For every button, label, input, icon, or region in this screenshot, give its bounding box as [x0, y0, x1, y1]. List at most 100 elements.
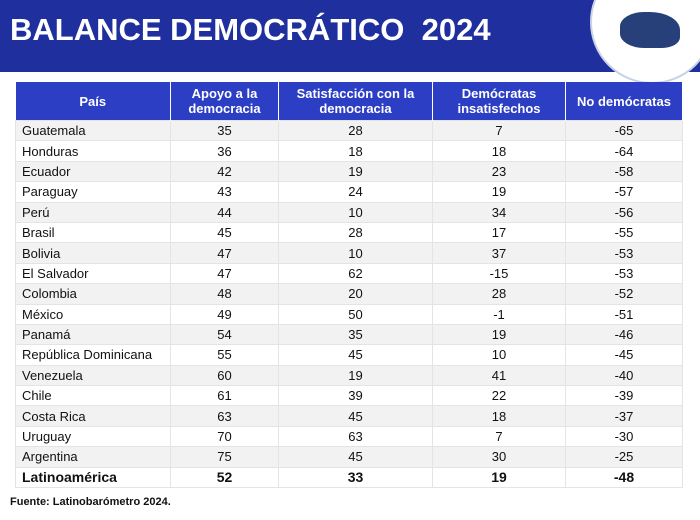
title: BALANCE DEMOCRÁTICO 2024 [10, 12, 491, 47]
value-cell: 35 [170, 119, 279, 142]
table-row: Colombia 48 20 28 -52 [15, 283, 683, 305]
value-cell: -30 [565, 425, 683, 448]
value-cell: 37 [432, 242, 566, 264]
table-row: Costa Rica 63 45 18 -37 [15, 405, 683, 427]
country-cell: Colombia [15, 283, 171, 305]
value-cell: -65 [565, 119, 683, 142]
data-table: País Apoyo a la democracia Satisfacción co… [15, 82, 683, 489]
country-cell: Brasil [15, 221, 171, 244]
logo-map [620, 12, 680, 48]
value-cell: 10 [278, 201, 433, 223]
table-body: Guatemala 35 28 7 -65 Honduras 36 18 18 -64 Ecuado… [15, 119, 683, 489]
country-cell: Guatemala [15, 119, 171, 142]
value-cell: 18 [278, 140, 433, 162]
value-cell: 48 [170, 283, 279, 305]
value-cell: -52 [565, 283, 683, 305]
value-cell: 44 [170, 201, 279, 223]
value-cell: 43 [170, 181, 279, 203]
value-cell: 7 [432, 119, 566, 142]
value-cell: 10 [278, 242, 433, 264]
value-cell: 19 [432, 323, 566, 346]
table-row: Latinoamérica 52 33 19 -48 [15, 466, 683, 489]
column-header: Satisfacción con la democracia [278, 82, 433, 121]
value-cell: 28 [278, 119, 433, 142]
value-cell: 63 [278, 425, 433, 448]
table-row: México 49 50 -1 -51 [15, 303, 683, 325]
value-cell: 45 [278, 405, 433, 427]
value-cell: 28 [278, 221, 433, 244]
value-cell: 19 [432, 466, 566, 489]
value-cell: 20 [278, 283, 433, 305]
value-cell: 35 [278, 323, 433, 346]
value-cell: -53 [565, 262, 683, 285]
value-cell: 61 [170, 385, 279, 407]
value-cell: 10 [432, 344, 566, 366]
column-header: Demócratas insatisfechos [432, 82, 566, 121]
value-cell: -15 [432, 262, 566, 285]
table-row: Guatemala 35 28 7 -65 [15, 119, 683, 142]
country-cell: República Dominicana [15, 344, 171, 366]
value-cell: 30 [432, 446, 566, 468]
value-cell: -48 [565, 466, 683, 489]
country-cell: El Salvador [15, 262, 171, 285]
value-cell: 50 [278, 303, 433, 325]
country-cell: Venezuela [15, 364, 171, 387]
value-cell: -57 [565, 181, 683, 203]
value-cell: 62 [278, 262, 433, 285]
value-cell: 24 [278, 181, 433, 203]
value-cell: 22 [432, 385, 566, 407]
value-cell: 18 [432, 140, 566, 162]
value-cell: -39 [565, 385, 683, 407]
country-cell: México [15, 303, 171, 325]
source-note: Fuente: Latinobarómetro 2024. [10, 496, 171, 508]
value-cell: 45 [170, 221, 279, 244]
value-cell: 45 [278, 344, 433, 366]
table-row: Bolivia 47 10 37 -53 [15, 242, 683, 264]
table-row: El Salvador 47 62 -15 -53 [15, 262, 683, 285]
table-row: Venezuela 60 19 41 -40 [15, 364, 683, 387]
table-row: Chile 61 39 22 -39 [15, 385, 683, 407]
country-cell: Ecuador [15, 160, 171, 183]
value-cell: 19 [278, 160, 433, 183]
value-cell: 54 [170, 323, 279, 346]
value-cell: 33 [278, 466, 433, 489]
value-cell: -53 [565, 242, 683, 264]
value-cell: -46 [565, 323, 683, 346]
value-cell: -25 [565, 446, 683, 468]
value-cell: 36 [170, 140, 279, 162]
value-cell: 41 [432, 364, 566, 387]
value-cell: 52 [170, 466, 279, 489]
value-cell: 19 [432, 181, 566, 203]
country-cell: Chile [15, 385, 171, 407]
value-cell: -51 [565, 303, 683, 325]
table-row: Brasil 45 28 17 -55 [15, 221, 683, 244]
value-cell: 34 [432, 201, 566, 223]
country-cell: Costa Rica [15, 405, 171, 427]
table-row: República Dominicana 55 45 10 -45 [15, 344, 683, 366]
column-header: País [15, 82, 171, 121]
table-row: Panamá 54 35 19 -46 [15, 323, 683, 346]
value-cell: -45 [565, 344, 683, 366]
value-cell: 7 [432, 425, 566, 448]
value-cell: 49 [170, 303, 279, 325]
country-cell: Paraguay [15, 181, 171, 203]
table-row: Argentina 75 45 30 -25 [15, 446, 683, 468]
country-cell: Panamá [15, 323, 171, 346]
value-cell: 17 [432, 221, 566, 244]
value-cell: -55 [565, 221, 683, 244]
value-cell: 19 [278, 364, 433, 387]
table-row: Uruguay 70 63 7 -30 [15, 425, 683, 448]
table-row: Ecuador 42 19 23 -58 [15, 160, 683, 183]
value-cell: -40 [565, 364, 683, 387]
country-cell: Argentina [15, 446, 171, 468]
value-cell: -1 [432, 303, 566, 325]
country-cell: Honduras [15, 140, 171, 162]
table-row: Honduras 36 18 18 -64 [15, 140, 683, 162]
country-cell: Bolivia [15, 242, 171, 264]
value-cell: 18 [432, 405, 566, 427]
value-cell: 70 [170, 425, 279, 448]
country-cell: Perú [15, 201, 171, 223]
value-cell: 55 [170, 344, 279, 366]
value-cell: -56 [565, 201, 683, 223]
